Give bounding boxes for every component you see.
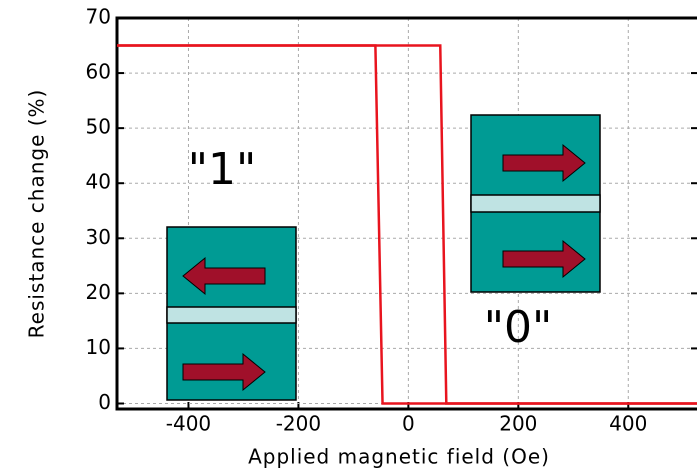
annotation: "1": [188, 144, 256, 195]
x-tick-label: -200: [276, 412, 321, 436]
arrow-left: [182, 256, 266, 296]
y-tick-label: 70: [86, 5, 111, 29]
plot-frame: [115, 16, 697, 411]
x-tick-label: -400: [166, 412, 211, 436]
arrow-right: [502, 143, 586, 183]
inset-state-1: [166, 226, 297, 401]
inset-state-0: [470, 114, 601, 293]
y-tick-label: 50: [86, 115, 111, 139]
arrow-right: [502, 239, 586, 279]
arrow-right: [182, 352, 266, 392]
data-line: [117, 44, 697, 405]
y-tick-label: 10: [86, 335, 111, 359]
y-tick-label: 30: [86, 225, 111, 249]
y-axis-label: Resistance change (%): [25, 89, 49, 339]
y-tick-label: 20: [86, 280, 111, 304]
y-tick-label: 0: [98, 390, 111, 414]
annotation: "0": [484, 302, 552, 353]
y-tick-label: 40: [86, 170, 111, 194]
barrier-layer: [166, 306, 297, 324]
barrier-layer: [470, 194, 601, 213]
x-tick-label: 400: [609, 412, 647, 436]
x-tick-label: 200: [499, 412, 537, 436]
x-axis-label: Applied magnetic field (Oe): [248, 445, 550, 469]
y-tick-label: 60: [86, 60, 111, 84]
x-tick-label: 0: [402, 412, 415, 436]
